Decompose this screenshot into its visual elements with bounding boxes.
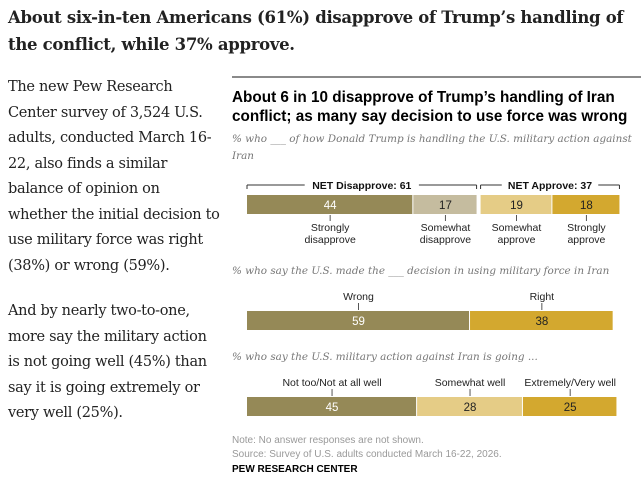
category-label: approve (567, 234, 605, 246)
category-label: Somewhat (492, 222, 542, 234)
bar-value-label: 28 (464, 402, 477, 414)
bar-segment-wrong (247, 311, 470, 330)
bar-value-label: 25 (564, 402, 577, 414)
bar-segment-strongly-approve (552, 195, 620, 214)
chart-footnotes: Note: No answer responses are not shown.… (232, 434, 502, 462)
net-group-label: NET Disapprove: 61 (312, 180, 411, 192)
bar-value-label: 17 (439, 200, 452, 212)
bar-value-label: 18 (580, 200, 593, 212)
pew-brand: PEW RESEARCH CENTER (232, 464, 358, 475)
article-headline: About six-in-ten Americans (61%) disappr… (8, 8, 624, 54)
bar-value-label: 59 (352, 316, 365, 328)
bar-value-label: 45 (326, 402, 339, 414)
category-label: Somewhat (421, 222, 471, 234)
category-label: Right (530, 291, 555, 303)
panel-3-subtitle: % who say the U.S. military action again… (232, 351, 538, 363)
bar-value-label: 38 (535, 316, 548, 328)
bar-value-label: 44 (324, 200, 337, 212)
net-group-label: NET Approve: 37 (508, 180, 592, 192)
body-paragraph: And by nearly two-to-one, more say the m… (8, 303, 207, 421)
category-label: Strongly (311, 222, 350, 234)
panel-2-subtitle: % who say the U.S. made the ___ decision… (232, 265, 610, 277)
category-label: disapprove (420, 234, 472, 246)
bar-segment-extremely-very-well (522, 397, 617, 416)
chart-top-rule (232, 76, 641, 78)
category-label: Strongly (567, 222, 606, 234)
category-label: Somewhat well (435, 377, 506, 389)
article-body: The new Pew Research Center survey of 3,… (8, 75, 220, 447)
bar-segment-somewhat-approve (480, 195, 552, 214)
category-label: Not too/Not at all well (282, 377, 381, 389)
chart-note: Note: No answer responses are not shown. (232, 435, 424, 446)
bar-segment-right (470, 311, 613, 330)
chart-title: About 6 in 10 disapprove of Trump’s hand… (232, 89, 628, 125)
category-label: approve (498, 234, 536, 246)
bar-segment-somewhat-disapprove (413, 195, 477, 214)
category-label: Wrong (343, 291, 374, 303)
bar-value-label: 19 (510, 200, 523, 212)
bar-segment-not-too-not-at-all-well (247, 397, 417, 416)
bar-segment-strongly-disapprove (247, 195, 413, 214)
panel-1-subtitle: % who ___ of how Donald Trump is handlin… (232, 133, 632, 162)
chart-source: Source: Survey of U.S. adults conducted … (232, 449, 502, 460)
bar-segment-somewhat-well (417, 397, 522, 416)
category-label: disapprove (304, 234, 356, 246)
body-paragraph: The new Pew Research Center survey of 3,… (8, 79, 220, 274)
category-label: Extremely/Very well (524, 377, 616, 389)
